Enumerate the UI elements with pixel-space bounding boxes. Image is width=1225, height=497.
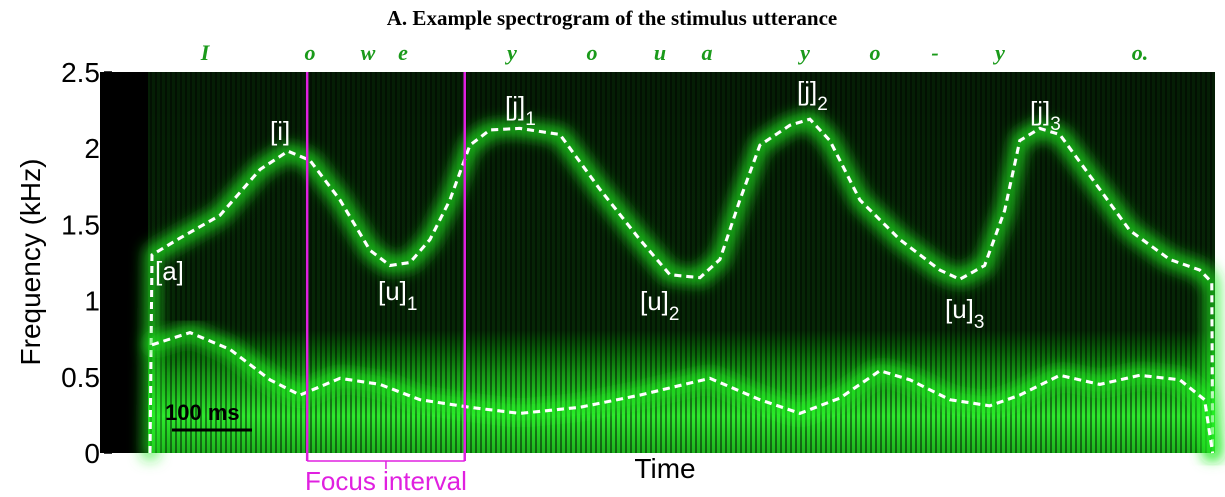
phoneme-text: [j] (505, 91, 525, 121)
word-label: a (702, 40, 713, 65)
focus-bracket (307, 460, 465, 469)
phoneme-label: [u]1 (378, 276, 418, 315)
phoneme-label: [j]2 (797, 76, 828, 115)
phoneme-label: [j]1 (505, 91, 536, 130)
word-label: y (797, 40, 810, 65)
phoneme-text: [u] (640, 286, 669, 316)
y-tick-label: 1.5 (61, 209, 100, 240)
phoneme-subscript: 3 (974, 312, 985, 333)
word-label: o. (1132, 40, 1149, 65)
y-axis-label: Frequency (kHz) (15, 159, 46, 366)
phoneme-label: [u]2 (640, 286, 680, 325)
formant-track (148, 117, 1215, 454)
phoneme-subscript: 1 (407, 294, 418, 315)
word-label: - (931, 40, 938, 65)
phoneme-text: [u] (378, 276, 407, 306)
word-label: o (587, 40, 598, 65)
word-label: o (870, 40, 881, 65)
phoneme-text: [i] (270, 116, 290, 146)
phoneme-label: [i] (270, 116, 290, 146)
word-label: I (200, 40, 211, 65)
word-label: o (305, 40, 316, 65)
scale-label: 100 ms (165, 400, 240, 425)
phoneme-subscript: 3 (1050, 114, 1061, 135)
word-label: e (398, 40, 408, 65)
word-label: u (654, 40, 666, 65)
y-tick-label: 2.5 (61, 57, 100, 88)
phoneme-label: [a] (155, 256, 184, 286)
x-axis-label: Time (634, 453, 695, 484)
phoneme-subscript: 1 (525, 109, 536, 130)
phoneme-text: [j] (1030, 96, 1050, 126)
formant-track (151, 331, 1215, 454)
y-tick-label: 0.5 (61, 362, 100, 393)
phoneme-text: [a] (155, 256, 184, 286)
phoneme-text: [u] (945, 294, 974, 324)
phoneme-subscript: 2 (817, 94, 828, 115)
spectrogram-background (100, 72, 1215, 453)
phoneme-label: [u]3 (945, 294, 985, 333)
y-tick-label: 1 (84, 286, 100, 317)
y-tick-label: 2 (84, 133, 100, 164)
word-label: w (361, 40, 376, 65)
word-label: y (504, 40, 517, 65)
chart-title: A. Example spectrogram of the stimulus u… (387, 6, 837, 30)
phoneme-text: [j] (797, 76, 817, 106)
y-tick-label: 0 (84, 438, 100, 469)
focus-label: Focus interval (305, 466, 467, 496)
phoneme-subscript: 2 (669, 304, 680, 325)
phoneme-label: [j]3 (1030, 96, 1061, 135)
word-label: y (992, 40, 1005, 65)
